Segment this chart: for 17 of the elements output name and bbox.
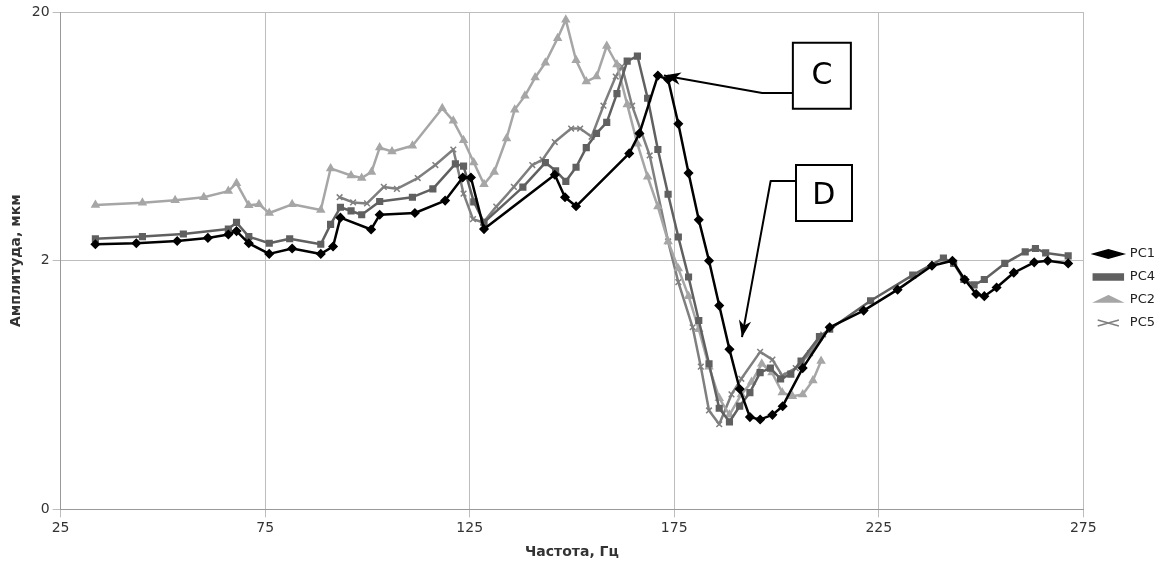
annotation: C <box>811 55 833 91</box>
y-tick-label: 2 <box>40 251 50 268</box>
x-tick-label: 275 <box>1069 519 1097 536</box>
x-axis-title: Частота, Гц <box>525 543 619 560</box>
y-axis-title: Амплитуда, мкм <box>7 194 24 327</box>
legend-label: PC5 <box>1129 314 1155 330</box>
x-tick-label: 75 <box>256 519 275 536</box>
x-tick-label: 125 <box>456 519 484 536</box>
legend-label: PC4 <box>1129 268 1155 284</box>
y-tick-label: 0 <box>40 500 50 517</box>
x-tick-label: 175 <box>660 519 688 536</box>
x-tick-label: 25 <box>51 519 70 536</box>
y-tick-label: 20 <box>31 2 50 19</box>
legend-label: PC2 <box>1129 291 1155 307</box>
legend-label: PC1 <box>1129 245 1155 261</box>
annotation: D <box>794 164 853 223</box>
x-tick-label: 225 <box>865 519 893 536</box>
